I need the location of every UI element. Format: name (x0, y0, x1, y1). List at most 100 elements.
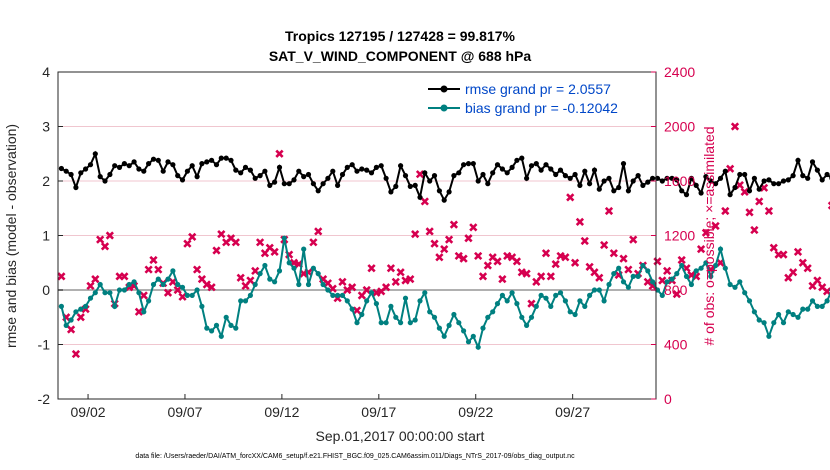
bias-point (446, 322, 452, 328)
rmse-point (349, 162, 355, 168)
rmse-point (693, 182, 699, 188)
rmse-point (267, 182, 273, 188)
rmse-point (402, 173, 409, 179)
rmse-point (679, 188, 685, 194)
bias-point (364, 298, 370, 304)
obs-count-point (551, 259, 560, 269)
bias-point (388, 303, 394, 309)
rmse-point (577, 182, 583, 188)
rmse-point (490, 170, 496, 176)
obs-count-point (270, 247, 279, 256)
bias-point (209, 328, 215, 334)
rmse-point (514, 157, 520, 163)
obs-count-point (469, 223, 478, 232)
bias-point (751, 309, 758, 315)
rmse-point (102, 178, 108, 184)
rmse-point (165, 159, 171, 165)
rmse-point (475, 178, 481, 184)
bias-point (189, 292, 195, 298)
rmse-point (116, 164, 123, 170)
bias-point (543, 295, 549, 301)
legend: rmse grand pr = 2.0557 bias grand pr = -… (428, 81, 618, 116)
rmse-point (233, 167, 239, 173)
bias-point (737, 279, 743, 285)
bias-point (824, 298, 830, 304)
obs-count-point (178, 292, 187, 301)
obs-count-point (231, 238, 240, 247)
rmse-point (184, 168, 190, 174)
rmse-point (310, 181, 316, 187)
obs-count-point (822, 287, 830, 296)
rmse-point (519, 155, 525, 161)
bias-point (451, 311, 457, 318)
obs-count-point (96, 235, 105, 244)
obs-count-point (188, 232, 197, 241)
bias-point (703, 260, 709, 266)
rmse-point (218, 155, 224, 161)
rmse-point (756, 186, 762, 192)
obs-count-point (192, 265, 202, 274)
obs-count-point (246, 276, 255, 285)
obs-count-point (144, 265, 153, 274)
bias-series (58, 235, 830, 351)
bias-point (659, 292, 665, 298)
rmse-point (407, 183, 413, 189)
obs-count-point (139, 291, 148, 300)
bias-point (557, 290, 564, 296)
bias-point (339, 292, 346, 298)
bias-point (688, 281, 695, 288)
rmse-point (461, 162, 467, 168)
rmse-point (485, 181, 491, 187)
bias-point (204, 325, 210, 331)
rmse-point (722, 168, 728, 174)
bias-point (519, 314, 525, 320)
rmse-point (456, 170, 462, 176)
obs-count-point (202, 280, 211, 289)
rmse-point (446, 189, 452, 195)
bias-point (344, 298, 350, 304)
rmse-point (141, 168, 147, 174)
rmse-point (209, 157, 215, 163)
obs-count-point (522, 269, 531, 278)
rmse-point (126, 163, 132, 169)
rmse-point (155, 157, 161, 163)
bias-point (577, 298, 583, 304)
obs-count-point (391, 277, 400, 286)
rmse-point (611, 188, 617, 194)
rmse-point (557, 167, 564, 173)
obs-count-point (183, 239, 192, 248)
rmse-point (766, 177, 772, 183)
bias-point (669, 276, 675, 282)
rmse-point (562, 173, 569, 179)
rmse-series (58, 150, 830, 203)
rmse-point (189, 163, 195, 169)
obs-count-point (406, 274, 415, 284)
obs-count-point (367, 264, 376, 273)
bias-point (528, 314, 535, 320)
bias-point (746, 298, 753, 304)
rmse-point (805, 175, 811, 181)
bias-point (63, 322, 69, 328)
rmse-point (398, 163, 404, 169)
rmse-point (272, 179, 278, 185)
rmse-point (713, 181, 719, 187)
bias-point (335, 292, 341, 298)
y-axis-right-ticks: 0 400 800 1200 1600 2000 2400 (651, 64, 695, 407)
rmse-point (97, 174, 103, 180)
bias-point (771, 320, 777, 326)
bias-point (805, 306, 811, 312)
bias-point (582, 303, 588, 309)
bias-point (422, 290, 428, 296)
obs-count-point (91, 274, 100, 284)
rmse-point (238, 170, 244, 176)
rmse-point (625, 188, 632, 194)
rmse-point (276, 164, 283, 170)
bias-point (136, 290, 142, 296)
y-axis-right-label: # of obs: o=possible; ×=assimilated (701, 126, 717, 345)
rmse-point (121, 161, 127, 167)
bias-point (693, 268, 699, 274)
y-right-tick-label: 0 (664, 391, 672, 407)
bias-point (499, 292, 505, 298)
bias-point (291, 265, 297, 271)
rmse-point (112, 163, 118, 169)
